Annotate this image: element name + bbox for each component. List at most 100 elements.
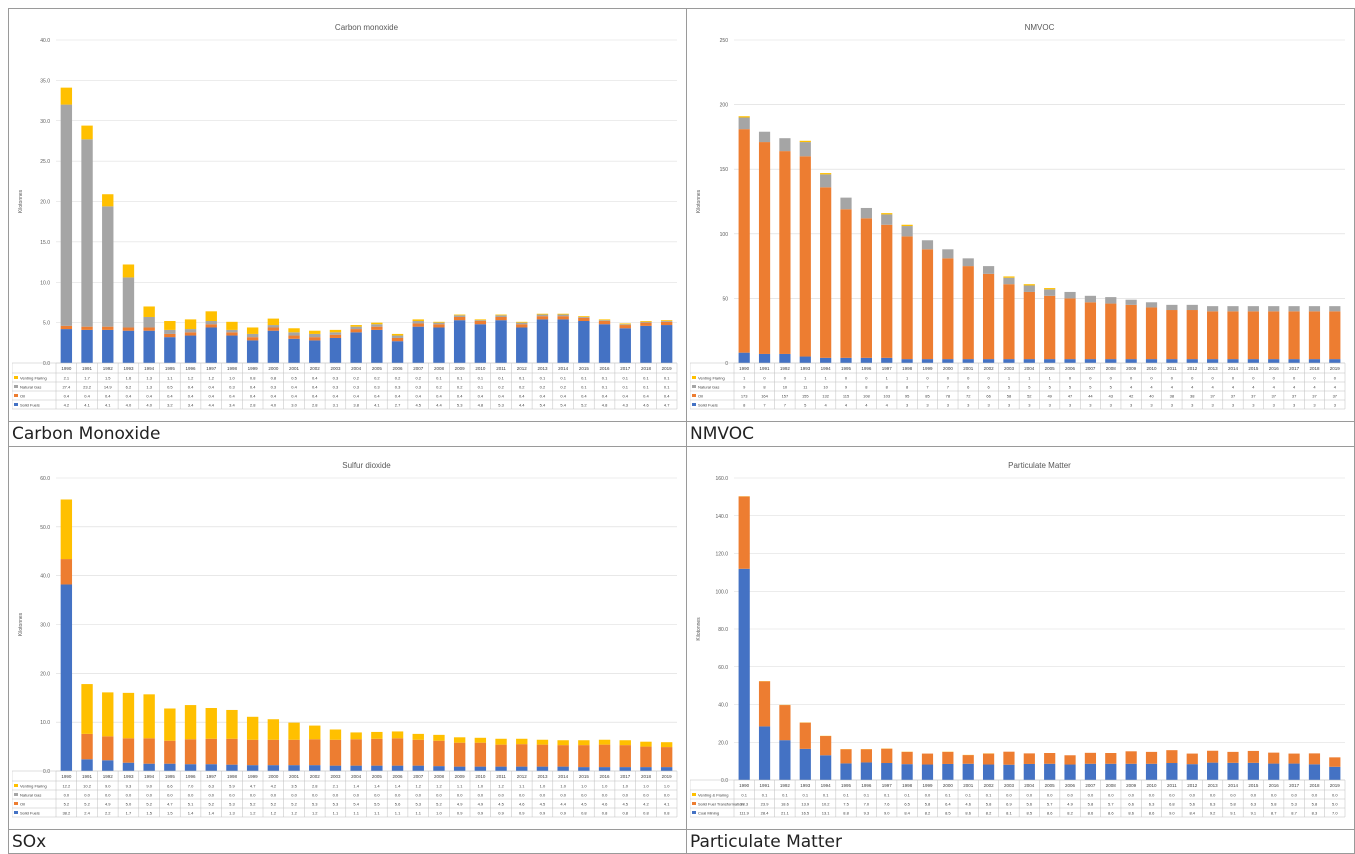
data-label: 0.8	[271, 376, 277, 381]
bar-segment	[578, 316, 590, 317]
bar-segment	[738, 129, 750, 353]
x-tick-label: 1992	[780, 366, 791, 371]
data-label: 3	[1211, 403, 1214, 408]
data-label: 0.0	[146, 793, 152, 798]
bar-segment	[1125, 763, 1137, 780]
bar-segment	[881, 748, 893, 764]
x-tick-label: 2014	[1228, 783, 1239, 788]
x-tick-label: 2007	[1085, 783, 1096, 788]
data-label: 1	[1028, 376, 1031, 381]
bar-segment	[1288, 306, 1300, 312]
data-label: 1.0	[602, 784, 608, 789]
data-label: 5.3	[415, 802, 421, 807]
bar-segment	[184, 335, 197, 363]
data-label: 3	[1089, 403, 1092, 408]
data-label: 0.8	[581, 811, 587, 816]
bar-segment	[1268, 306, 1280, 312]
bar-segment	[453, 766, 466, 771]
data-label: 5.6	[395, 802, 401, 807]
bar-segment	[660, 320, 673, 322]
legend-entry: Oil	[20, 394, 25, 399]
y-axis-label: Kilotonnes	[696, 189, 702, 213]
bar-segment	[1329, 757, 1341, 767]
x-tick-label: 1997	[882, 366, 893, 371]
bar-segment	[536, 319, 549, 363]
x-tick-label: 1993	[800, 366, 811, 371]
data-label: 1.1	[395, 811, 401, 816]
bar-segment	[60, 87, 73, 105]
data-label: 0.0	[1230, 793, 1236, 798]
bar-segment	[921, 240, 934, 250]
bar-segment	[205, 738, 217, 765]
data-label: 3.0	[291, 403, 297, 408]
bar-segment	[184, 319, 197, 330]
x-tick-label: 2008	[434, 774, 445, 779]
x-tick-label: 2002	[310, 774, 321, 779]
data-label: 4.4	[436, 403, 442, 408]
data-label: 3	[967, 403, 970, 408]
x-tick-label: 2000	[268, 774, 279, 779]
data-label: 2.8	[312, 784, 318, 789]
data-label: 1.0	[643, 784, 649, 789]
data-label: 0	[947, 376, 950, 381]
data-label: 7.6	[884, 802, 890, 807]
data-label: 0.0	[1251, 793, 1257, 798]
bar-segment	[799, 140, 811, 143]
bar-segment	[758, 726, 771, 780]
data-label: 0.4	[188, 394, 194, 399]
data-label: 6.3	[1210, 802, 1216, 807]
data-label: 0.2	[353, 376, 359, 381]
data-label: 13.1	[822, 811, 831, 816]
x-tick-label: 2014	[1228, 366, 1239, 371]
data-label: 6.8	[1169, 802, 1175, 807]
bar-segment	[779, 705, 791, 741]
bar-segment	[1084, 302, 1097, 360]
bar-segment	[640, 321, 652, 322]
data-label: 4.8	[602, 403, 608, 408]
data-label: 4.3	[622, 403, 628, 408]
bar-segment	[226, 335, 238, 363]
data-label: 5.3	[498, 403, 504, 408]
bar-segment	[184, 705, 197, 740]
bar-segment	[738, 568, 750, 780]
data-label: 0.4	[312, 385, 318, 390]
legend-key	[14, 376, 18, 379]
data-label: 0.3	[395, 385, 401, 390]
y-tick-label: 40.0	[40, 574, 50, 580]
data-label: 0.3	[333, 376, 339, 381]
bar-segment	[1064, 291, 1076, 299]
y-tick-label: 25.0	[40, 159, 50, 165]
data-label: 5.8	[1230, 802, 1236, 807]
data-label: 0.1	[436, 376, 442, 381]
bar-segment	[1308, 311, 1321, 360]
data-label: 8.6	[1047, 811, 1053, 816]
y-tick-label: 35.0	[40, 78, 50, 84]
data-label: 173	[741, 394, 748, 399]
bar-segment	[1207, 762, 1219, 780]
data-label: 1.4	[353, 784, 359, 789]
data-label: 2.7	[395, 403, 401, 408]
x-tick-label: 2014	[558, 774, 569, 779]
data-label: 3	[1334, 403, 1337, 408]
y-tick-label: 100	[720, 232, 729, 238]
data-label: 0.4	[167, 394, 173, 399]
data-label: 5.2	[581, 403, 587, 408]
x-tick-label: 2018	[641, 366, 652, 371]
data-label: 4	[1232, 385, 1235, 390]
bar-segment	[598, 767, 611, 771]
data-label: 1.1	[519, 784, 525, 789]
bar-segment	[164, 321, 176, 330]
data-label: 0.0	[519, 793, 525, 798]
bar-segment	[81, 329, 93, 363]
data-label: 6	[987, 385, 990, 390]
data-label: 0.8	[602, 811, 608, 816]
bar-segment	[184, 739, 197, 765]
legend-key	[692, 376, 696, 379]
bar-segment	[288, 739, 300, 766]
bar-segment	[901, 764, 913, 780]
bar-segment	[820, 187, 832, 358]
bar-segment	[350, 325, 362, 327]
data-label: 0.9	[560, 811, 566, 816]
bar-segment	[1044, 288, 1056, 290]
data-label: 4	[1313, 385, 1316, 390]
